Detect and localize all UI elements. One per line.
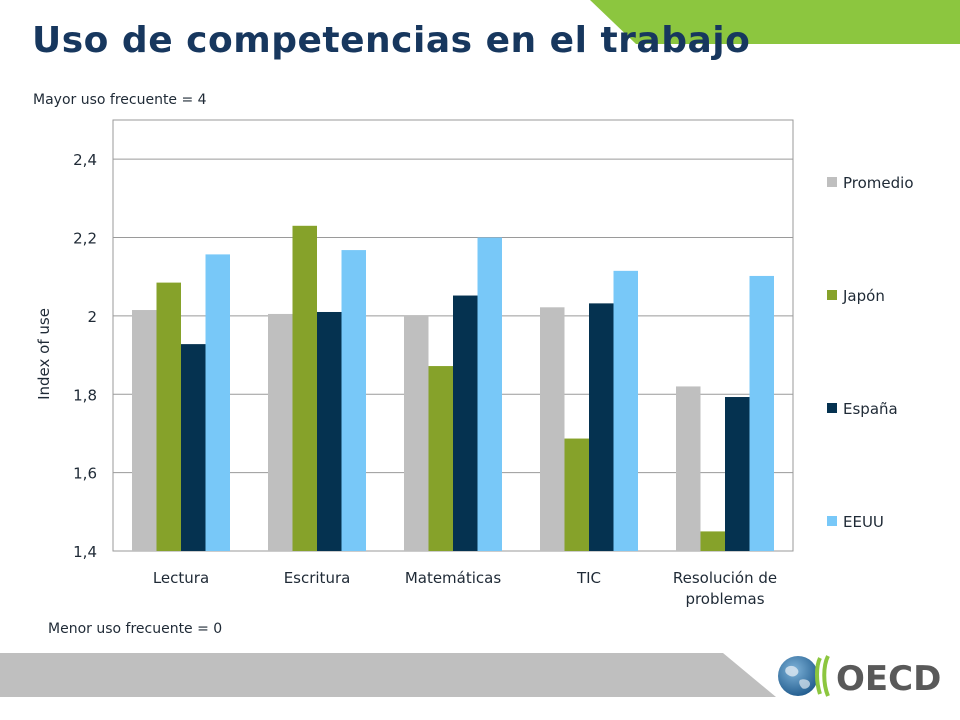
legend-label-españa: España bbox=[843, 400, 898, 418]
x-tick-label: Resolución de bbox=[673, 569, 777, 587]
bar-españa-2 bbox=[453, 295, 478, 551]
bar-españa-0 bbox=[181, 344, 206, 551]
y-tick-label: 2,4 bbox=[73, 151, 97, 169]
note-bottom: Menor uso frecuente = 0 bbox=[48, 621, 223, 637]
oecd-logo-text: OECD bbox=[836, 659, 941, 699]
note-top: Mayor uso frecuente = 4 bbox=[33, 92, 207, 108]
x-tick-label: Lectura bbox=[153, 569, 209, 587]
legend-label-japón: Japón bbox=[842, 287, 885, 305]
bar-promedio-3 bbox=[540, 307, 565, 551]
oecd-logo: OECD bbox=[778, 655, 941, 699]
bar-eeuu-3 bbox=[613, 270, 638, 551]
bar-japón-4 bbox=[700, 531, 725, 551]
y-tick-label: 1,4 bbox=[73, 543, 97, 561]
globe-icon bbox=[778, 656, 818, 696]
bar-españa-1 bbox=[317, 311, 342, 551]
page-title: Uso de competencias en el trabajo bbox=[32, 20, 751, 61]
y-tick-label: 1,6 bbox=[73, 465, 97, 483]
legend-label-eeuu: EEUU bbox=[843, 513, 884, 531]
legend-swatch-españa bbox=[827, 403, 837, 413]
bar-japón-0 bbox=[156, 282, 181, 551]
y-tick-label: 2 bbox=[87, 308, 97, 326]
bar-españa-3 bbox=[589, 303, 614, 551]
legend-label-promedio: Promedio bbox=[843, 174, 914, 192]
legend-swatch-promedio bbox=[827, 177, 837, 187]
bar-japón-3 bbox=[564, 438, 589, 551]
y-tick-label: 2,2 bbox=[73, 230, 97, 248]
bar-promedio-0 bbox=[132, 310, 157, 551]
bar-eeuu-2 bbox=[477, 237, 502, 551]
legend-swatch-eeuu bbox=[827, 516, 837, 526]
leaf-icon bbox=[815, 657, 822, 695]
bar-españa-4 bbox=[725, 397, 750, 551]
x-tick-label: Escritura bbox=[284, 569, 351, 587]
bar-japón-2 bbox=[428, 366, 453, 551]
bar-eeuu-1 bbox=[341, 250, 366, 552]
bar-promedio-4 bbox=[676, 386, 701, 551]
x-tick-label: TIC bbox=[576, 569, 601, 587]
bar-japón-1 bbox=[292, 225, 317, 552]
bar-promedio-1 bbox=[268, 313, 293, 551]
bar-eeuu-4 bbox=[749, 275, 774, 551]
y-axis-label: Index of use bbox=[35, 308, 53, 400]
x-tick-label: problemas bbox=[685, 590, 764, 608]
bar-eeuu-0 bbox=[205, 254, 230, 552]
x-tick-label: Matemáticas bbox=[405, 569, 502, 587]
bar-promedio-2 bbox=[404, 315, 429, 551]
y-tick-label: 1,8 bbox=[73, 386, 97, 404]
legend-swatch-japón bbox=[827, 290, 837, 300]
